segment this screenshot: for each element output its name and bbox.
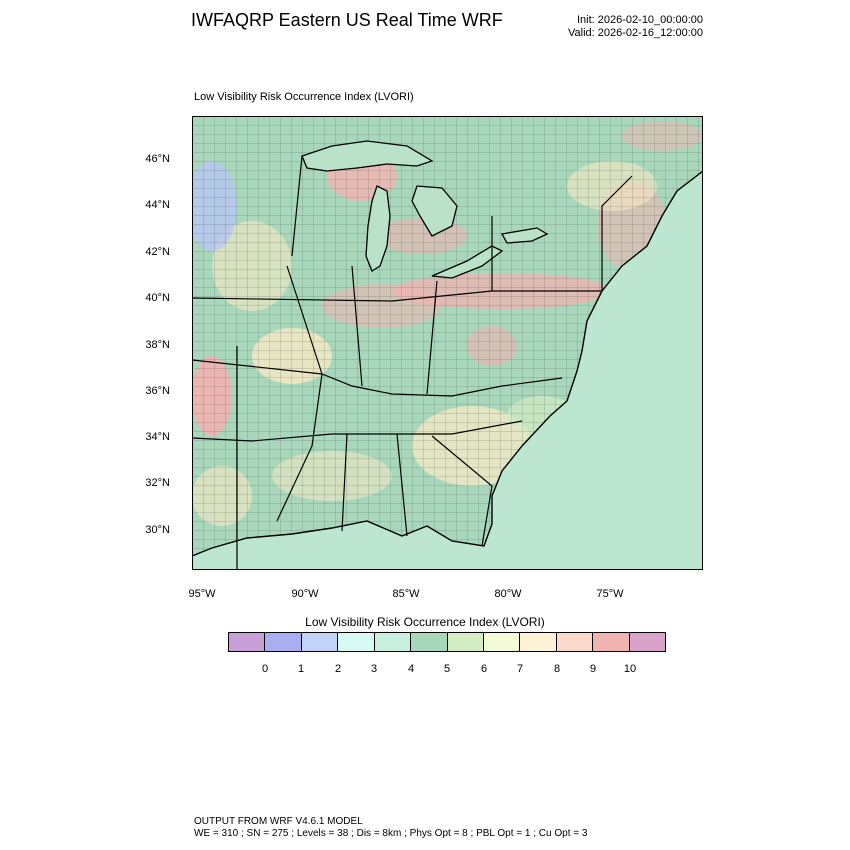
lat-label-38n: 38°N [145, 339, 170, 351]
lat-label-42n: 42°N [145, 246, 170, 258]
lat-label-32n: 32°N [145, 477, 170, 489]
init-time: Init: 2026-02-10_00:00:00 [577, 14, 703, 26]
figure-title: IWFAQRP Eastern US Real Time WRF [191, 10, 503, 30]
colorbar-swatch [374, 633, 412, 651]
lat-label-30n: 30°N [145, 524, 170, 536]
coastline [192, 170, 703, 557]
lon-label-90w: 90°W [291, 588, 319, 600]
colorbar-label: 0 [261, 663, 269, 675]
colorbar-swatch [556, 633, 594, 651]
colorbar-label: 3 [370, 663, 378, 675]
lon-label-75w: 75°W [596, 588, 624, 600]
colorbar-label: 5 [443, 663, 451, 675]
lon-label-85w: 85°W [392, 588, 420, 600]
lvori-map [192, 116, 703, 570]
colorbar-swatch [265, 633, 302, 651]
colorbar-label: 1 [297, 663, 305, 675]
colorbar-label: 8 [553, 663, 561, 675]
colorbar-swatch [301, 633, 339, 651]
colorbar-swatch [229, 633, 266, 651]
colorbar-label: 6 [480, 663, 488, 675]
lon-label-95w: 95°W [188, 588, 216, 600]
lake-erie [431, 245, 504, 279]
state-borders [192, 155, 633, 570]
footer-model: OUTPUT FROM WRF V4.6.1 MODEL [194, 816, 363, 827]
lat-label-44n: 44°N [145, 199, 170, 211]
footer-config: WE = 310 ; SN = 275 ; Levels = 38 ; Dis … [194, 828, 588, 839]
lat-label-36n: 36°N [145, 385, 170, 397]
colorbar-label: 7 [516, 663, 524, 675]
colorbar [228, 632, 666, 652]
colorbar-swatch [520, 633, 557, 651]
lat-label-34n: 34°N [145, 431, 170, 443]
colorbar-label: 10 [623, 663, 637, 675]
great-lakes [301, 140, 549, 279]
colorbar-swatch [447, 633, 484, 651]
colorbar-swatch [483, 633, 521, 651]
colorbar-swatch [593, 633, 630, 651]
colorbar-swatch [338, 633, 375, 651]
colorbar-label: 9 [589, 663, 597, 675]
colorbar-label: 2 [334, 663, 342, 675]
lake-michigan [365, 185, 391, 272]
lat-label-46n: 46°N [145, 153, 170, 165]
colorbar-swatch [411, 633, 448, 651]
colorbar-title: Low Visibility Risk Occurrence Index (LV… [305, 615, 545, 629]
lon-label-80w: 80°W [494, 588, 522, 600]
lake-superior [301, 140, 434, 172]
lake-huron [411, 185, 458, 237]
lake-ontario [500, 227, 549, 244]
valid-time: Valid: 2026-02-16_12:00:00 [568, 27, 703, 39]
colorbar-swatch [629, 633, 666, 651]
colorbar-label: 4 [407, 663, 415, 675]
lat-label-40n: 40°N [145, 292, 170, 304]
plot-title: Low Visibility Risk Occurrence Index (LV… [194, 91, 414, 103]
map-frame [192, 116, 703, 570]
